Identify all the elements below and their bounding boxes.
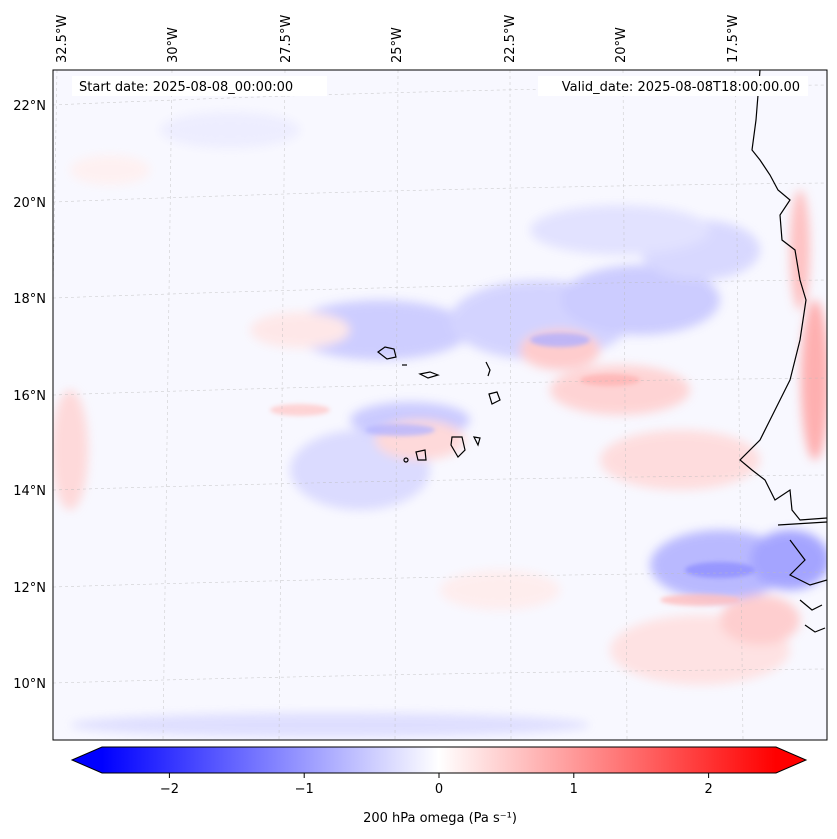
lon-label-17-5w: 17.5°W (726, 15, 741, 63)
omega-field (53, 70, 827, 740)
coastlines (376, 70, 827, 633)
island-fogo (415, 449, 427, 461)
gridlines (53, 70, 827, 740)
start-date-bg (72, 76, 327, 96)
colorbar-extend-max (776, 747, 806, 773)
lon-label-22-5w: 22.5°W (503, 15, 518, 63)
lon-label-32-5w: 32.5°W (55, 15, 70, 63)
start-date: Start date: 2025-08-08_00:00:00 (79, 80, 293, 95)
lon-label-27-5w: 27.5°W (279, 15, 294, 63)
colorbar-label: 200 hPa omega (Pa s⁻¹) (363, 811, 517, 826)
lat-label-10n: 10°N (13, 677, 46, 692)
colorbar-outline (70, 746, 808, 774)
map-frame (52, 69, 828, 741)
lon-label-25w: 25°W (390, 27, 405, 63)
island-boavista (488, 391, 501, 405)
valid-date-bg (538, 76, 808, 96)
island-brava (403, 457, 409, 463)
island-santo-antao (376, 346, 397, 360)
colorbar-tick-label: 0 (435, 782, 443, 797)
lon-label-30w: 30°W (166, 27, 181, 63)
latitude-labels: 22°N 20°N 18°N 16°N 14°N 12°N 10°N (13, 99, 46, 692)
colorbar-tick-label: 2 (704, 782, 712, 797)
island-sao-nicolau (418, 371, 440, 379)
longitude-labels: 32.5°W 30°W 27.5°W 25°W 22.5°W 20°W 17.5… (55, 15, 741, 63)
omega-blobs (53, 112, 827, 737)
lon-label-20w: 20°W (614, 27, 629, 63)
colorbar-gradient (102, 747, 776, 773)
island-sal (485, 361, 491, 377)
colorbar: −2 −1 0 1 2 200 hPa omega (Pa s⁻¹) (70, 746, 808, 826)
island-santiago (450, 436, 466, 458)
lat-label-18n: 18°N (13, 292, 46, 307)
colorbar-ticks: −2 −1 0 1 2 (160, 773, 713, 797)
island-maio (472, 436, 481, 447)
colorbar-extend-min (72, 747, 102, 773)
lat-label-16n: 16°N (13, 389, 46, 404)
lat-label-22n: 22°N (13, 99, 46, 114)
colorbar-tick-label: −2 (160, 782, 179, 797)
valid-date: Valid_date: 2025-08-08T18:00:00.00 (562, 80, 800, 95)
african-coastline (739, 70, 827, 521)
colorbar-tick-label: −1 (295, 782, 314, 797)
lat-label-14n: 14°N (13, 484, 46, 499)
lat-label-20n: 20°N (13, 196, 46, 211)
colorbar-tick-label: 1 (570, 782, 578, 797)
omega-streaks (270, 333, 755, 606)
lat-label-12n: 12°N (13, 581, 46, 596)
